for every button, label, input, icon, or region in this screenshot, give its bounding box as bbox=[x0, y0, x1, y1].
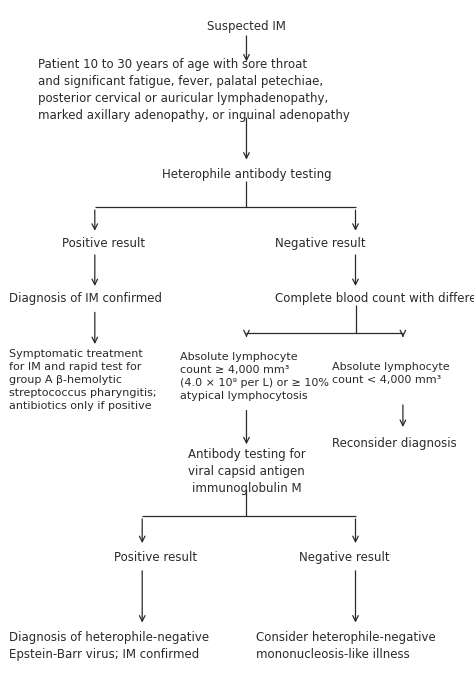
Text: Complete blood count with differential: Complete blood count with differential bbox=[275, 292, 474, 305]
Text: Heterophile antibody testing: Heterophile antibody testing bbox=[162, 168, 331, 180]
Text: Positive result: Positive result bbox=[62, 237, 145, 249]
Text: Positive result: Positive result bbox=[114, 551, 197, 564]
Text: Absolute lymphocyte
count < 4,000 mm³: Absolute lymphocyte count < 4,000 mm³ bbox=[332, 361, 449, 385]
Text: Symptomatic treatment
for IM and rapid test for
group A β-hemolytic
streptococcu: Symptomatic treatment for IM and rapid t… bbox=[9, 349, 157, 411]
Text: Diagnosis of heterophile-negative
Epstein-Barr virus; IM confirmed: Diagnosis of heterophile-negative Epstei… bbox=[9, 631, 210, 661]
Text: Antibody testing for
viral capsid antigen
immunoglobulin M: Antibody testing for viral capsid antige… bbox=[188, 448, 305, 495]
Text: Suspected IM: Suspected IM bbox=[207, 20, 286, 32]
Text: Negative result: Negative result bbox=[299, 551, 389, 564]
Text: Negative result: Negative result bbox=[275, 237, 365, 249]
Text: Diagnosis of IM confirmed: Diagnosis of IM confirmed bbox=[9, 292, 163, 305]
Text: Consider heterophile-negative
mononucleosis-like illness: Consider heterophile-negative mononucleo… bbox=[256, 631, 436, 661]
Text: Patient 10 to 30 years of age with sore throat
and significant fatigue, fever, p: Patient 10 to 30 years of age with sore … bbox=[38, 58, 350, 122]
Text: Absolute lymphocyte
count ≥ 4,000 mm³
(4.0 × 10⁹ per L) or ≥ 10%
atypical lympho: Absolute lymphocyte count ≥ 4,000 mm³ (4… bbox=[180, 352, 329, 401]
Text: Reconsider diagnosis: Reconsider diagnosis bbox=[332, 437, 456, 450]
